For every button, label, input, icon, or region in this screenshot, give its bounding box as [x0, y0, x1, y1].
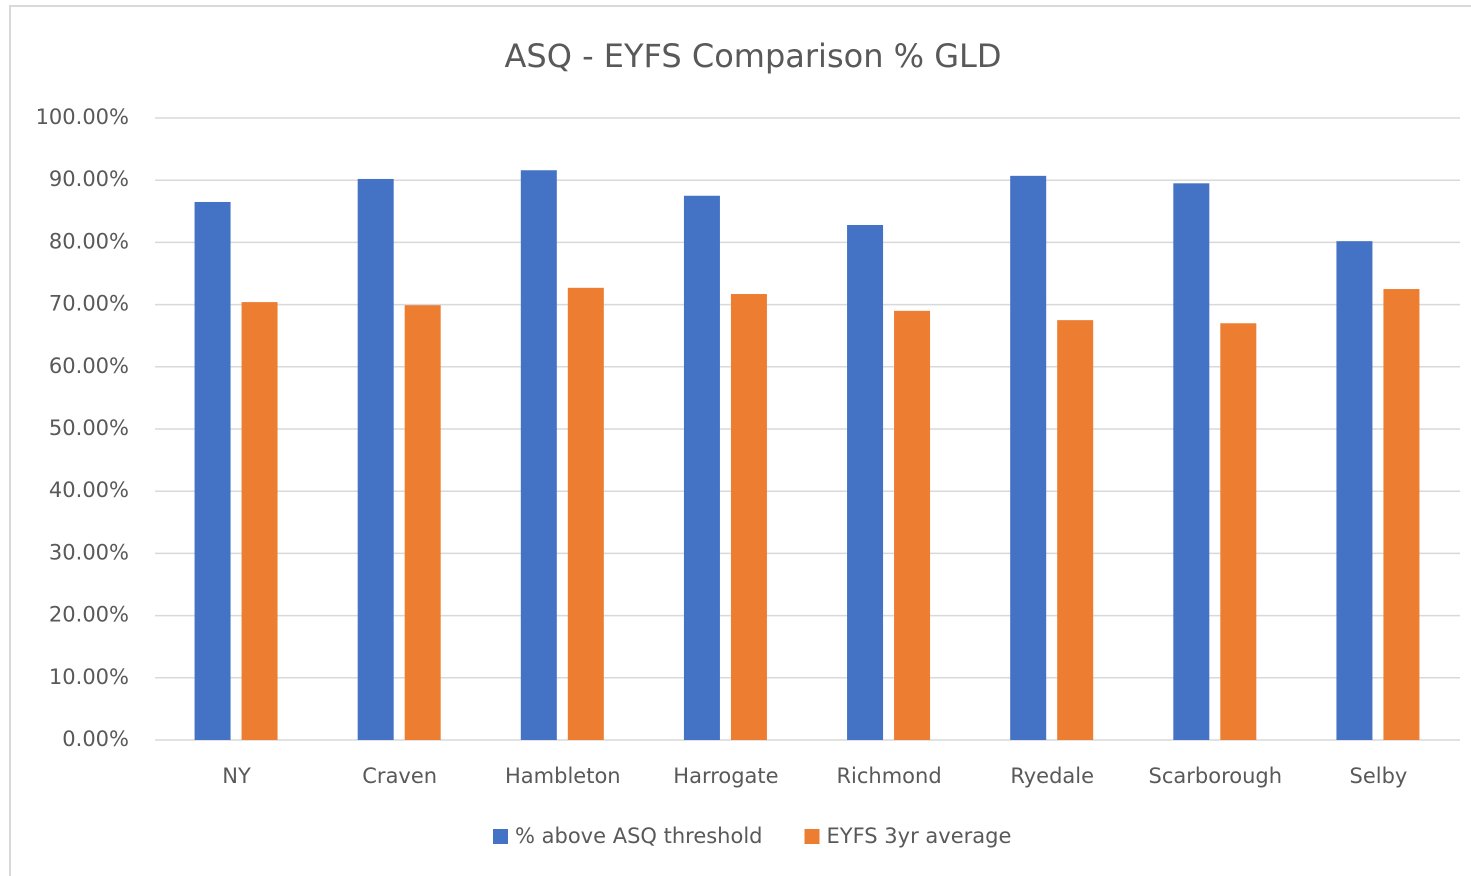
legend-label: % above ASQ threshold: [515, 824, 763, 848]
y-tick-label: 0.00%: [62, 727, 129, 751]
y-tick-label: 100.00%: [36, 105, 129, 129]
bar: [520, 170, 557, 741]
bar: [683, 195, 720, 740]
bar: [1336, 241, 1373, 740]
bar: [241, 302, 278, 740]
bar: [1010, 175, 1047, 740]
bar: [894, 310, 931, 740]
y-tick-label: 20.00%: [49, 603, 129, 627]
legend-label: EYFS 3yr average: [827, 824, 1012, 848]
x-tick-label: Craven: [362, 764, 437, 788]
bar: [1220, 323, 1257, 740]
bar: [847, 224, 884, 740]
bar: [357, 178, 394, 740]
bar: [1383, 289, 1420, 740]
chart-title: ASQ - EYFS Comparison % GLD: [505, 37, 1002, 75]
bar: [404, 305, 441, 740]
bar: [567, 287, 604, 740]
x-tick-label: Richmond: [836, 764, 941, 788]
bar: [1173, 183, 1210, 740]
x-tick-label: Scarborough: [1149, 764, 1283, 788]
legend-swatch: [493, 829, 508, 844]
y-tick-label: 40.00%: [49, 478, 129, 502]
bar: [730, 294, 767, 740]
x-tick-label: Harrogate: [673, 764, 778, 788]
y-tick-label: 10.00%: [49, 665, 129, 689]
legend-swatch: [804, 829, 820, 844]
x-tick-label: Hambleton: [505, 764, 621, 788]
y-tick-label: 50.00%: [49, 416, 129, 440]
x-tick-label: Ryedale: [1010, 764, 1094, 788]
y-tick-label: 30.00%: [49, 540, 129, 564]
bar: [194, 201, 231, 741]
y-tick-label: 90.00%: [49, 167, 129, 191]
bar: [1057, 320, 1094, 740]
x-tick-label: Selby: [1350, 764, 1408, 788]
x-tick-label: NY: [222, 764, 251, 788]
y-tick-label: 70.00%: [49, 292, 129, 316]
y-tick-label: 80.00%: [49, 229, 129, 253]
y-tick-label: 60.00%: [49, 354, 129, 378]
